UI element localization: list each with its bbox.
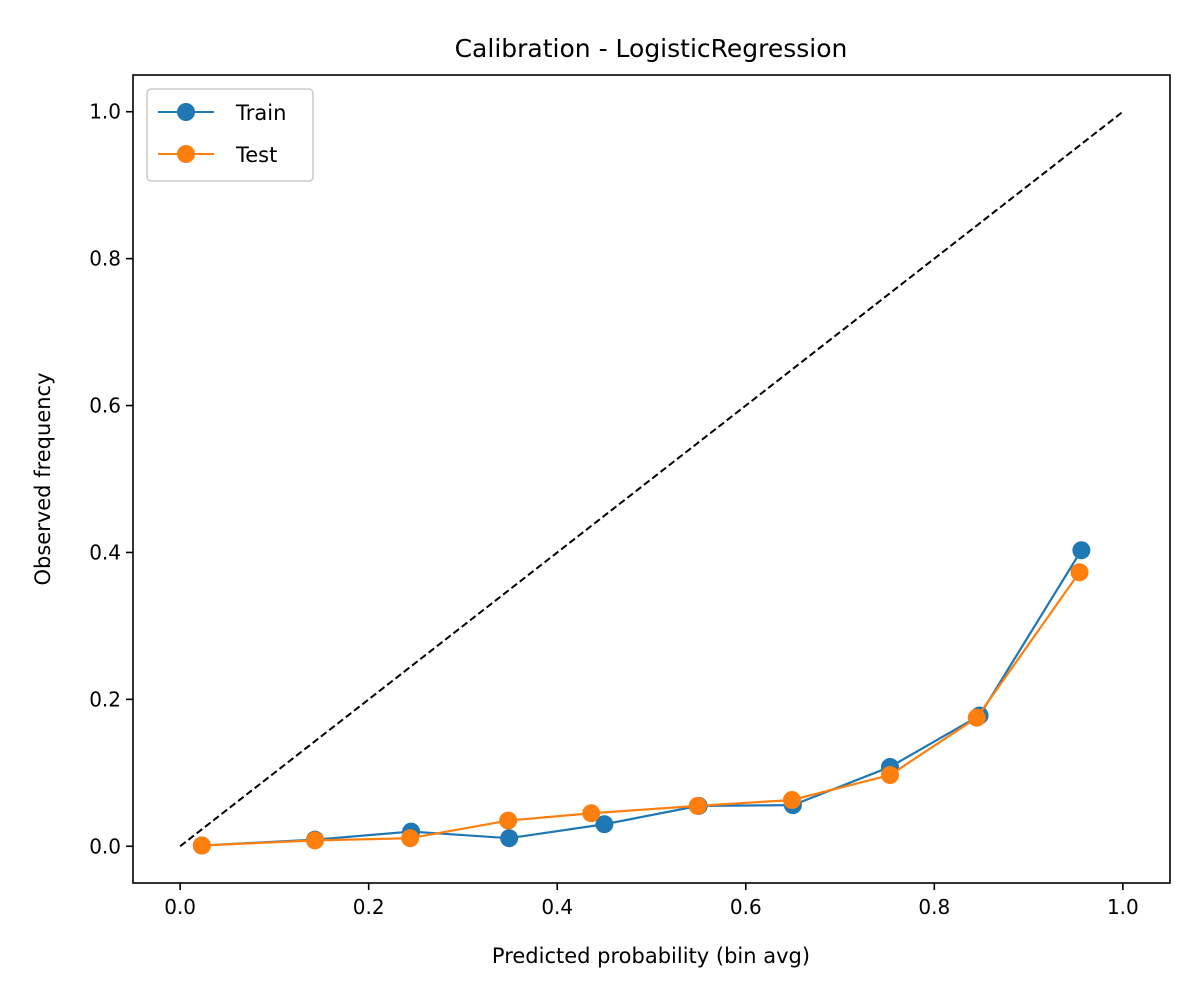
x-axis-title: Predicted probability (bin avg) xyxy=(492,944,810,968)
legend-frame xyxy=(146,88,314,182)
x-tick-label: 0.4 xyxy=(541,895,573,919)
data-point-test xyxy=(688,796,707,815)
data-point-test xyxy=(582,804,601,823)
legend-marker-train xyxy=(177,103,195,121)
x-tick-label: 0.2 xyxy=(353,895,385,919)
legend: Train Test xyxy=(146,88,314,182)
y-tick-label: 0.8 xyxy=(89,247,121,271)
series-layer xyxy=(192,541,1091,855)
data-point-train xyxy=(500,829,519,848)
data-point-train xyxy=(595,815,614,834)
data-point-test xyxy=(305,831,324,850)
y-axis: 0.0 0.2 0.4 0.6 0.8 1.0 xyxy=(89,100,133,858)
data-point-test xyxy=(967,708,986,727)
data-point-test xyxy=(1070,563,1089,582)
series-line-test xyxy=(201,571,1081,847)
plot-frame xyxy=(132,74,1171,884)
x-tick-label: 0.0 xyxy=(164,895,196,919)
legend-marker-test xyxy=(177,145,195,163)
x-tick-label: 0.6 xyxy=(730,895,762,919)
data-point-test xyxy=(192,836,211,855)
x-axis: 0.0 0.2 0.4 0.6 0.8 1.0 xyxy=(164,883,1139,919)
data-point-test xyxy=(782,790,801,809)
data-point-test xyxy=(499,811,518,830)
data-point-train xyxy=(1072,541,1091,560)
y-tick-label: 0.2 xyxy=(89,687,121,711)
y-tick-label: 1.0 xyxy=(89,100,121,124)
y-tick-label: 0.4 xyxy=(89,540,121,564)
y-axis-title: Observed frequency xyxy=(31,372,55,585)
x-tick-label: 0.8 xyxy=(918,895,950,919)
y-tick-label: 0.6 xyxy=(89,394,121,418)
y-tick-label: 0.0 xyxy=(89,834,121,858)
series-line-train xyxy=(201,549,1083,847)
x-tick-label: 1.0 xyxy=(1107,895,1139,919)
legend-label-test: Test xyxy=(235,143,277,167)
chart-title: Calibration - LogisticRegression xyxy=(455,34,848,63)
data-point-test xyxy=(401,829,420,848)
legend-label-train: Train xyxy=(235,101,286,125)
data-point-test xyxy=(881,766,900,785)
